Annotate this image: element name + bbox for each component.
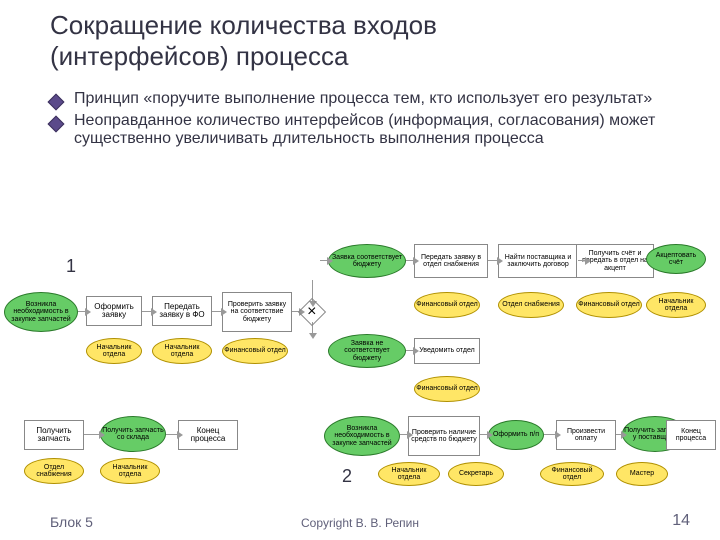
flow-node: Получить запчасть со склада bbox=[100, 416, 166, 452]
flow-node: Финансовый отдел bbox=[222, 338, 288, 364]
flow-node: Финансовый отдел bbox=[414, 292, 480, 318]
flow-node: Заявка не соответствует бюджету bbox=[328, 334, 406, 368]
flow-node: Произвести оплату bbox=[556, 420, 616, 450]
arrow bbox=[480, 434, 488, 435]
arrow bbox=[400, 434, 408, 435]
flow-node: Начальник отдела bbox=[86, 338, 142, 364]
flow-node: Отдел снабжения bbox=[498, 292, 564, 318]
footer-copyright: Copyright В. В. Репин bbox=[301, 516, 419, 530]
flow-node: Конец процесса bbox=[666, 420, 716, 450]
flow-node: Найти поставщика и заключить договор bbox=[498, 244, 578, 278]
page-title: Сокращение количества входов (интерфейсо… bbox=[50, 10, 437, 72]
arrow bbox=[578, 260, 586, 261]
arrow bbox=[212, 311, 222, 312]
flow-node: Финансовый отдел bbox=[540, 462, 604, 486]
arrow bbox=[406, 350, 414, 351]
footer-block-label: Блок 5 bbox=[50, 514, 93, 530]
arrow bbox=[166, 434, 178, 435]
arrow bbox=[320, 260, 328, 261]
flow-node: Оформить п/п bbox=[488, 420, 544, 450]
flow-node: Передать заявку в ФО bbox=[152, 296, 212, 326]
flow-node: Заявка соответствует бюджету bbox=[328, 244, 406, 278]
page-number: 14 bbox=[672, 512, 690, 530]
diagram-label-1: 1 bbox=[66, 256, 76, 277]
flow-node: Получить запчасть bbox=[24, 420, 84, 450]
flow-node: Финансовый отдел bbox=[576, 292, 642, 318]
bullet-text-1: Принцип «поручите выполнение процесса те… bbox=[74, 90, 652, 108]
flow-node: Начальник отдела bbox=[152, 338, 212, 364]
flow-node: Начальник отдела bbox=[100, 458, 160, 484]
arrow bbox=[84, 434, 100, 435]
diagram-label-2: 2 bbox=[342, 466, 352, 487]
title-line-2: (интерфейсов) процесса bbox=[50, 41, 348, 71]
flow-node: Проверить наличие средств по бюджету bbox=[408, 416, 480, 456]
arrow bbox=[142, 311, 152, 312]
flow-node: Акцептовать счёт bbox=[646, 244, 706, 274]
flow-node: Передать заявку в отдел снабжения bbox=[414, 244, 488, 278]
arrow bbox=[544, 434, 556, 435]
flow-node: Конец процесса bbox=[178, 420, 238, 450]
flow-node: Начальник отдела bbox=[378, 462, 440, 486]
arrow bbox=[406, 260, 414, 261]
arrow bbox=[488, 260, 498, 261]
flow-node: Отдел снабжения bbox=[24, 458, 84, 484]
bullet-list: Принцип «поручите выполнение процесса те… bbox=[50, 90, 670, 152]
flow-node: Уведомить отдел bbox=[414, 338, 480, 364]
title-line-1: Сокращение количества входов bbox=[50, 10, 437, 40]
bullet-text-2: Неоправданное количество интерфейсов (ин… bbox=[74, 112, 670, 148]
arrow bbox=[78, 311, 86, 312]
flow-node: Мастер bbox=[616, 462, 668, 486]
flow-node: Возникла необходимость в закупке запчаст… bbox=[324, 416, 400, 456]
flow-node: Оформить заявку bbox=[86, 296, 142, 326]
bullet-icon bbox=[48, 116, 65, 133]
flow-node: Секретарь bbox=[448, 462, 504, 486]
flow-node: Финансовый отдел bbox=[414, 376, 480, 402]
decision-node: × bbox=[298, 298, 326, 326]
flow-node: Начальник отдела bbox=[646, 292, 706, 318]
flow-node: Возникла необходимость в закупке запчаст… bbox=[4, 292, 78, 332]
flow-node: Проверить заявку на соответствие бюджету bbox=[222, 292, 292, 332]
arrow bbox=[616, 434, 622, 435]
bullet-icon bbox=[48, 94, 65, 111]
